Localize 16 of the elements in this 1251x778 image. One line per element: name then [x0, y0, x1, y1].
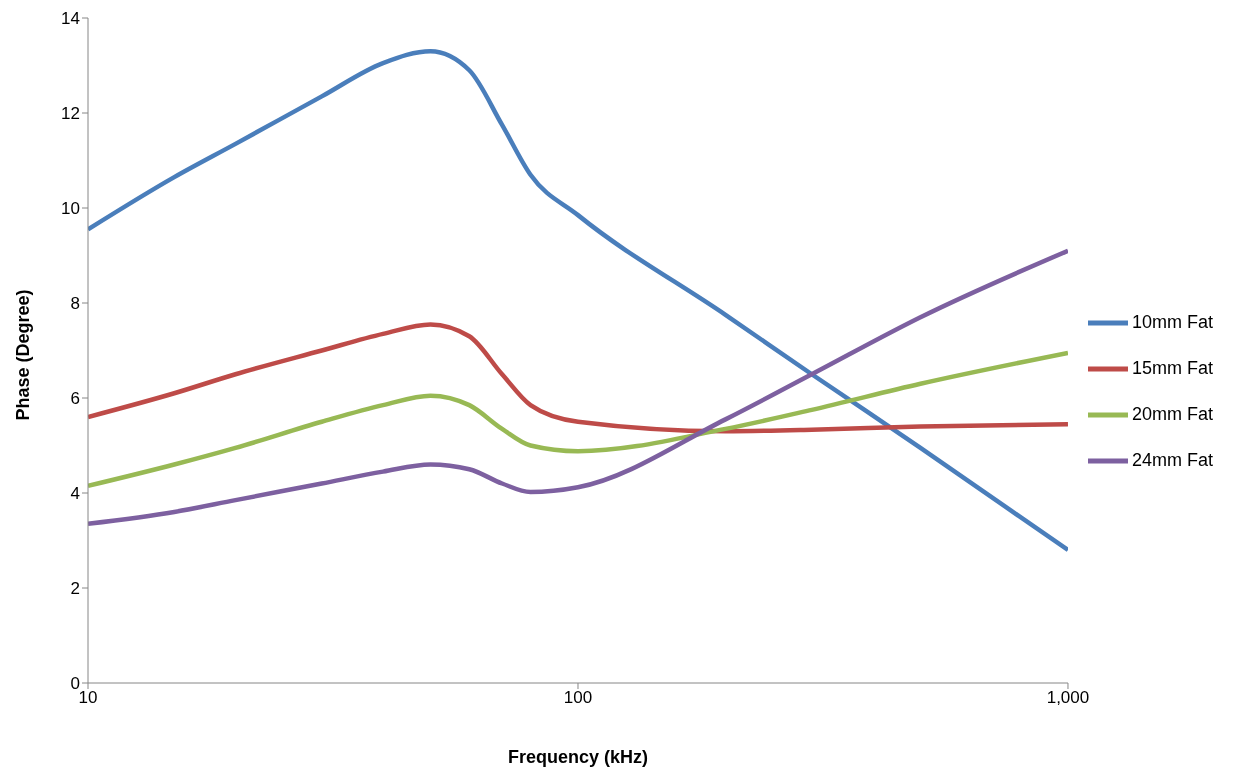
x-tick-label: 100	[563, 688, 593, 708]
y-axis-title: Phase (Degree)	[13, 289, 34, 421]
y-tick-label: 12	[61, 104, 80, 124]
y-tick-label: 10	[61, 199, 80, 219]
y-tick-label: 6	[70, 389, 80, 409]
legend-label: 10mm Fat	[1131, 311, 1213, 332]
legend-label: 20mm Fat	[1131, 403, 1213, 424]
y-tick-label: 8	[70, 294, 80, 314]
y-tick-label: 2	[70, 579, 80, 599]
x-tick-label: 1,000	[1046, 688, 1090, 708]
y-tick-label: 4	[70, 484, 80, 504]
y-tick-label: 0	[70, 674, 80, 694]
x-axis-title: Frequency (kHz)	[507, 747, 648, 767]
y-tick-label: 14	[61, 9, 80, 29]
legend-label: 24mm Fat	[1131, 449, 1213, 470]
legend-label: 15mm Fat	[1131, 357, 1213, 378]
